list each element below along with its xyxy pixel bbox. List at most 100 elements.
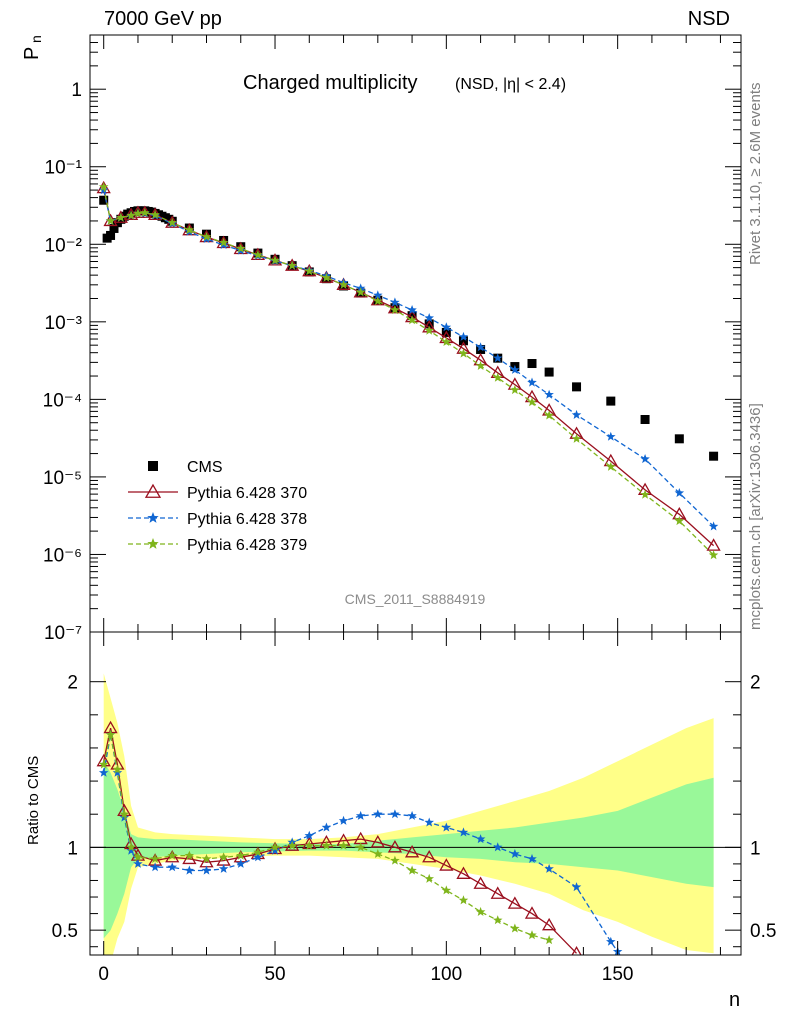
data-point (544, 367, 554, 377)
y-tick-label: 10⁻² (45, 235, 83, 256)
ratio-point (270, 845, 280, 855)
ratio-point (355, 842, 366, 852)
ratio-point (606, 936, 616, 946)
data-point (571, 433, 582, 443)
ratio-point (304, 840, 314, 850)
ratio-point (441, 822, 452, 832)
ratio-point (253, 852, 263, 862)
data-point (527, 377, 537, 387)
main-y-axis-label-subscript: n (28, 35, 44, 43)
ratio-point (218, 863, 229, 873)
ratio-point (150, 862, 160, 872)
data-point (606, 396, 616, 406)
x-tick-label: 150 (602, 964, 634, 985)
analysis-watermark: CMS_2011_S8884919 (345, 591, 486, 607)
ratio-point (490, 886, 505, 899)
ratio-point (338, 815, 349, 825)
main-title-suffix: (NSD, |η| < 2.4) (455, 76, 566, 93)
legend-marker (148, 461, 158, 471)
ratio-point (287, 840, 297, 850)
ratio-point (182, 851, 197, 865)
data-point (201, 231, 212, 241)
data-point (167, 217, 177, 227)
y-tick-label: 1 (71, 80, 82, 101)
data-point (321, 272, 332, 282)
x-axis-label: n (729, 989, 740, 1011)
y-tick-label: 10⁻³ (45, 313, 83, 334)
legend-label: Pythia 6.428 370 (187, 485, 307, 502)
ratio-point (527, 853, 537, 863)
data-point (527, 397, 537, 407)
ratio-point (119, 809, 129, 819)
ratio-point (370, 835, 385, 848)
data-point (140, 207, 150, 217)
data-point (236, 243, 246, 253)
data-point (184, 225, 195, 234)
data-point (606, 431, 616, 441)
data-point (544, 410, 554, 420)
data-point (105, 215, 116, 225)
ratio-series-2 (98, 729, 554, 945)
ratio-point (524, 906, 540, 919)
ratio-point (493, 842, 503, 852)
data-point (287, 260, 297, 270)
ratio-point (373, 809, 383, 819)
legend-label: Pythia 6.428 379 (187, 537, 307, 554)
x-tick-label: 100 (430, 964, 462, 985)
ratio-point (105, 729, 116, 739)
ratio-point (98, 759, 109, 769)
data-point (373, 290, 383, 300)
data-point (126, 210, 136, 220)
data-point (407, 305, 417, 315)
ratio-point (544, 935, 554, 945)
data-point (475, 342, 486, 352)
data-point (606, 461, 616, 471)
data-point (493, 353, 503, 363)
ratio-point (407, 810, 417, 820)
ratio-point (571, 882, 582, 892)
data-point (424, 325, 434, 335)
data-point (571, 409, 582, 419)
data-point (572, 382, 582, 392)
legend: CMS Pythia 6.428 370 Pythia 6.428 378 Pythi… (128, 459, 307, 554)
ratio-point (475, 906, 486, 916)
data-point (674, 434, 684, 444)
data-point (424, 319, 434, 329)
data-point (253, 249, 263, 259)
data-point (106, 230, 116, 240)
ratio-point (201, 865, 212, 875)
ratio-point (218, 852, 229, 862)
ratio-point (571, 946, 582, 955)
data-point (407, 315, 417, 325)
ratio-y-tick-label-right: 1 (750, 838, 761, 859)
inner-uncertainty-band (103, 761, 714, 939)
ratio-point (510, 923, 520, 933)
data-point (441, 322, 452, 332)
ratio-point (458, 827, 469, 837)
data-point (304, 266, 314, 276)
ratio-point (407, 865, 417, 875)
ratio-y-tick-label: 1 (67, 838, 78, 859)
data-point (510, 364, 520, 374)
series-3 (98, 181, 719, 560)
data-point (338, 279, 349, 289)
header-process-label: NSD (687, 8, 730, 30)
ratio-point (167, 850, 177, 860)
data-point (270, 255, 280, 265)
ratio-panel-frame (89, 631, 742, 956)
ratio-point (112, 764, 123, 774)
data-point (109, 223, 119, 233)
data-point (640, 415, 650, 425)
ratio-point (321, 822, 332, 832)
ratio-point (424, 817, 434, 827)
legend-marker (147, 512, 159, 523)
data-point (493, 372, 503, 382)
data-point (133, 208, 143, 218)
ratio-point (133, 852, 143, 862)
ratio-point (253, 847, 263, 857)
ratio-point (338, 840, 349, 850)
y-tick-label: 10⁻¹ (45, 158, 83, 179)
data-point (640, 454, 650, 464)
data-point (476, 344, 486, 354)
ratio-point (184, 850, 195, 860)
